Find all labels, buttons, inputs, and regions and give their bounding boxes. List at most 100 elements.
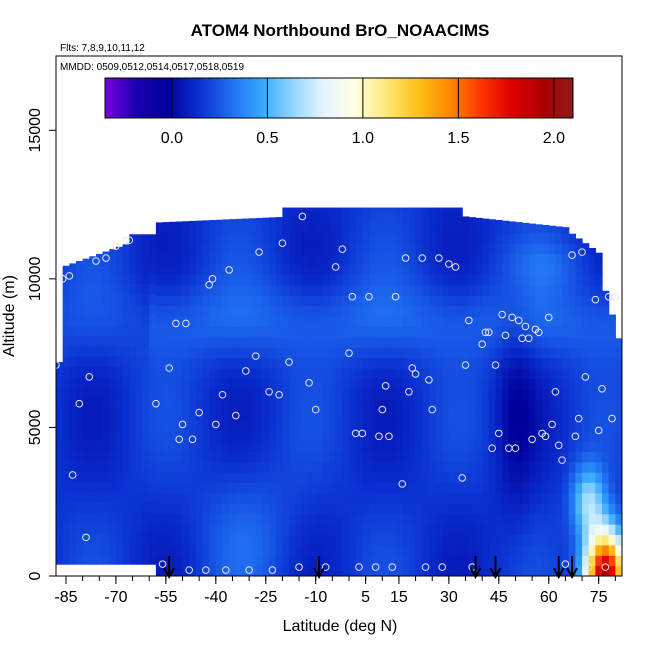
field-cell — [395, 565, 403, 576]
field-cell — [495, 388, 503, 400]
field-cell — [488, 534, 497, 546]
field-cell — [362, 544, 370, 556]
field-cell — [275, 399, 283, 411]
field-cell — [75, 387, 84, 399]
field-cell — [482, 316, 490, 327]
field-cell — [582, 492, 590, 504]
field-cell — [348, 388, 357, 400]
field-cell — [149, 314, 157, 326]
observation-point — [425, 376, 433, 384]
field-cell — [428, 524, 437, 535]
field-cell — [382, 440, 390, 452]
field-cell — [202, 461, 210, 473]
field-cell — [235, 555, 244, 567]
field-cell — [348, 399, 357, 411]
field-cell — [442, 399, 450, 411]
colorbar-tick-label: 1.0 — [352, 130, 374, 147]
field-cell — [475, 524, 483, 535]
field-cell — [149, 553, 157, 565]
field-cell — [215, 347, 224, 359]
field-cell — [62, 397, 70, 409]
field-cell — [482, 440, 490, 452]
field-cell — [62, 522, 70, 534]
field-cell — [508, 472, 517, 483]
field-cell — [462, 513, 470, 525]
field-cell — [562, 513, 570, 525]
field-cell — [375, 295, 383, 307]
field-cell — [275, 357, 283, 369]
field-cell — [448, 513, 457, 525]
field-cell — [215, 399, 224, 411]
field-cell — [222, 336, 230, 348]
field-cell — [122, 376, 130, 388]
field-cell — [468, 503, 477, 515]
field-cell — [468, 264, 477, 275]
field-cell — [209, 565, 217, 576]
field-cell — [388, 503, 397, 515]
field-cell — [95, 335, 104, 347]
field-cell — [615, 388, 622, 400]
field-cell — [428, 472, 437, 483]
field-cell — [562, 378, 570, 390]
field-cell — [182, 347, 190, 359]
field-cell — [302, 368, 310, 379]
field-cell — [535, 534, 543, 546]
field-cell — [508, 368, 517, 379]
colorbar-tick-label: 0.0 — [161, 130, 183, 147]
field-cell — [408, 326, 417, 338]
field-cell — [175, 284, 184, 296]
field-cell — [56, 439, 64, 451]
field-cell — [435, 409, 443, 421]
field-cell — [115, 553, 124, 565]
field-cell — [322, 207, 330, 213]
field-cell — [475, 326, 483, 338]
field-cell — [595, 524, 603, 535]
observation-point — [222, 566, 230, 574]
field-cell — [235, 378, 244, 390]
field-cell — [448, 430, 457, 442]
field-cell — [542, 461, 550, 473]
field-cell — [422, 399, 430, 411]
field-cell — [428, 503, 437, 515]
field-cell — [542, 305, 550, 317]
field-cell — [528, 253, 537, 265]
field-cell — [162, 482, 170, 494]
field-cell — [155, 388, 164, 400]
field-cell — [422, 378, 430, 390]
field-cell — [322, 555, 330, 567]
field-cell — [122, 324, 130, 336]
field-cell — [402, 544, 410, 556]
field-cell — [415, 565, 423, 576]
field-cell — [309, 513, 317, 525]
field-cell — [595, 555, 603, 567]
field-cell — [368, 524, 377, 535]
field-cell — [242, 544, 250, 556]
field-cell — [222, 357, 230, 369]
field-cell — [388, 357, 397, 369]
field-cell — [368, 503, 377, 515]
field-cell — [568, 316, 576, 327]
field-cell — [548, 555, 557, 567]
field-cell — [408, 212, 417, 223]
field-cell — [415, 555, 423, 567]
field-cell — [415, 461, 423, 473]
field-cell — [109, 501, 117, 513]
field-cell — [455, 555, 463, 567]
field-cell — [442, 232, 450, 244]
field-cell — [222, 482, 230, 494]
field-cell — [329, 534, 337, 546]
field-cell — [542, 336, 550, 348]
field-cell — [56, 408, 64, 420]
field-cell — [229, 555, 237, 567]
field-cell — [315, 368, 323, 379]
field-cell — [408, 492, 417, 504]
field-cell — [95, 428, 104, 440]
field-cell — [269, 274, 277, 286]
field-cell — [115, 387, 124, 399]
field-cell — [135, 439, 144, 451]
field-cell — [455, 284, 463, 296]
field-cell — [355, 399, 363, 411]
field-cell — [555, 513, 563, 525]
field-cell — [255, 524, 264, 535]
field-cell — [109, 252, 117, 264]
